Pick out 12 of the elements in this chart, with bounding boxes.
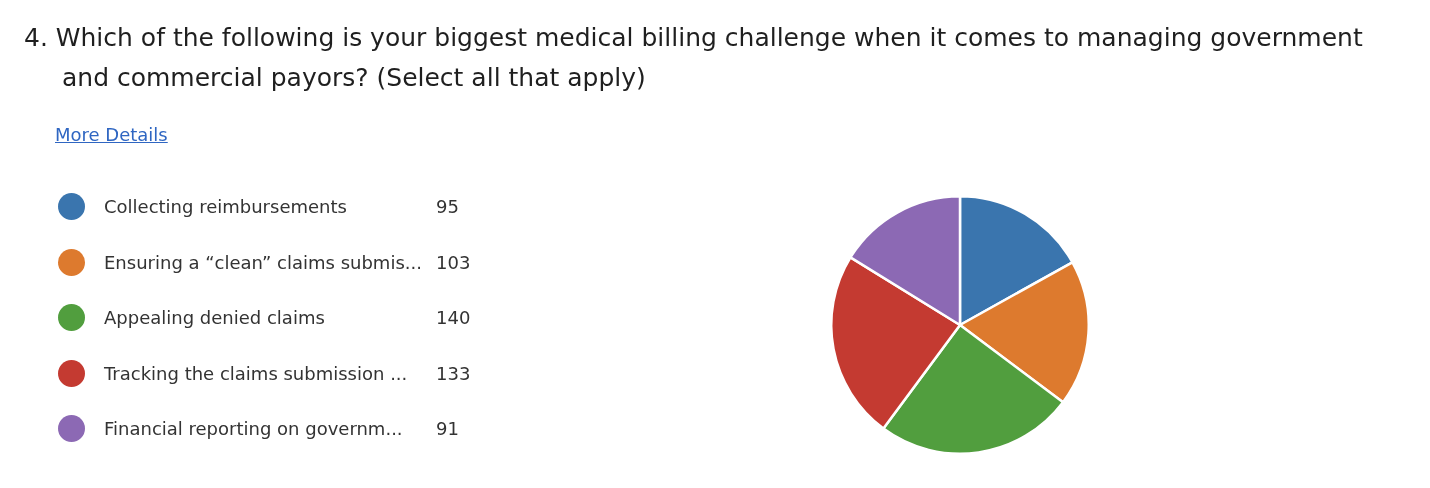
legend-label: Financial reporting on governm... <box>104 418 403 440</box>
legend-label: Ensuring a “clean” claims submis... <box>104 251 422 273</box>
data-label: 133 <box>436 362 471 384</box>
legend-label: Tracking the claims submission ... <box>104 362 408 384</box>
chart-title: 4. Which of the following is your biggest medical billing challenge when it comes to managing government and commercial payors? (Select all that apply) <box>24 22 1364 94</box>
data-label: 103 <box>436 251 471 273</box>
data-label: 140 <box>436 307 471 329</box>
legend-label: Collecting reimbursements <box>104 196 347 218</box>
data-label: 91 <box>436 418 459 440</box>
text: More Details <box>55 124 168 145</box>
legend-label: Appealing denied claims <box>104 307 325 329</box>
data-label: 95 <box>436 196 459 218</box>
